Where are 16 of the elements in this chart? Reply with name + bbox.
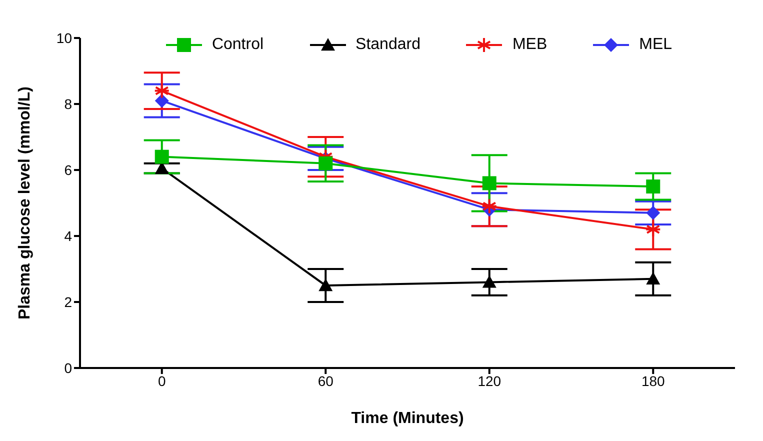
legend-label: MEB [512,36,548,54]
x-tick-label: 120 [478,372,502,389]
y-tick-label: 8 [64,96,72,112]
y-tick-label: 2 [64,294,72,310]
y-tick-label: 0 [64,360,72,376]
x-tick-label: 180 [641,372,666,389]
y-tick-label: 6 [64,162,72,178]
x-axis-title: Time (Minutes) [351,410,464,427]
y-axis-title: Plasma glucose level (mmol/L) [16,86,34,320]
x-tick-label: 60 [318,372,334,389]
legend-label: MEL [639,36,672,54]
x-tick-label: 0 [158,372,166,389]
legend-label: Control [212,36,264,54]
y-tick-label: 4 [64,228,72,244]
y-tick-label: 10 [56,30,72,46]
legend-label: Standard [356,36,420,54]
